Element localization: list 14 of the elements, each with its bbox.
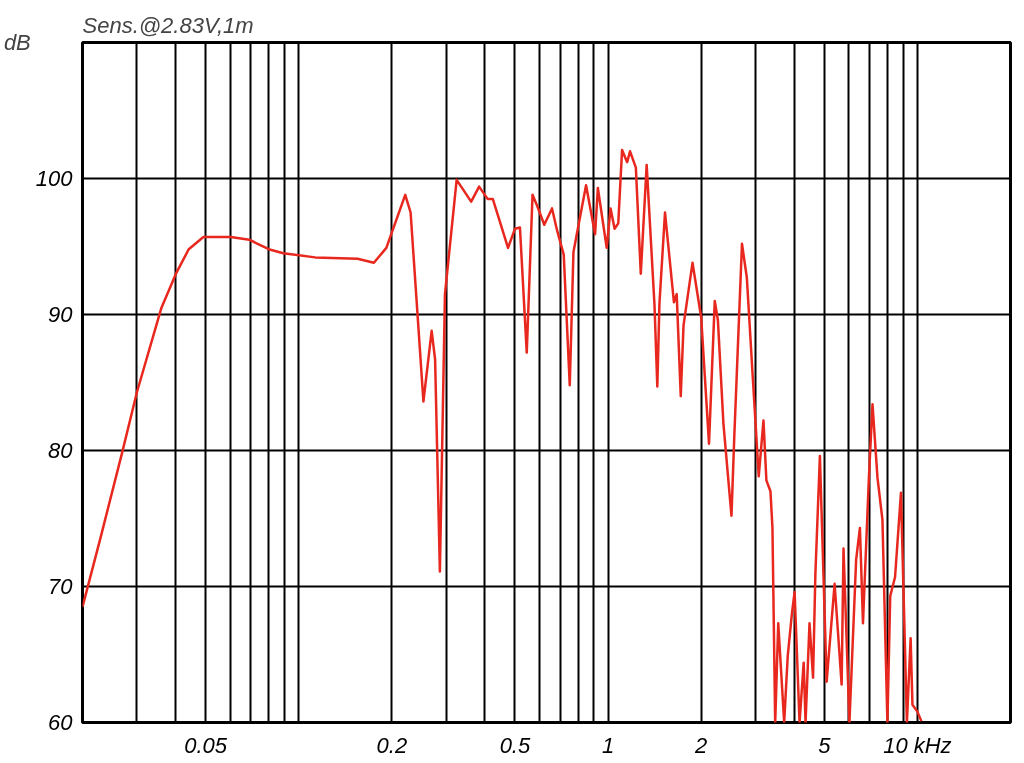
x-tick-label: 0.2 [376, 732, 408, 758]
y-axis-title: dB [3, 30, 31, 55]
x-tick-label: 0.05 [184, 732, 228, 758]
y-tick-label: 80 [48, 438, 74, 463]
x-tick-label: 5 [818, 732, 832, 758]
x-tick-label: 1 [601, 732, 615, 758]
x-tick-label: 10 kHz [883, 732, 952, 758]
x-tick-label: 2 [694, 732, 708, 758]
x-tick-label: 0.5 [499, 732, 531, 758]
y-tick-label: 60 [48, 710, 74, 735]
chart-title: Sens.@2.83V,1m [82, 12, 254, 38]
y-tick-label: 100 [35, 166, 74, 191]
y-tick-label: 90 [48, 302, 74, 327]
y-tick-label: 70 [48, 574, 74, 599]
